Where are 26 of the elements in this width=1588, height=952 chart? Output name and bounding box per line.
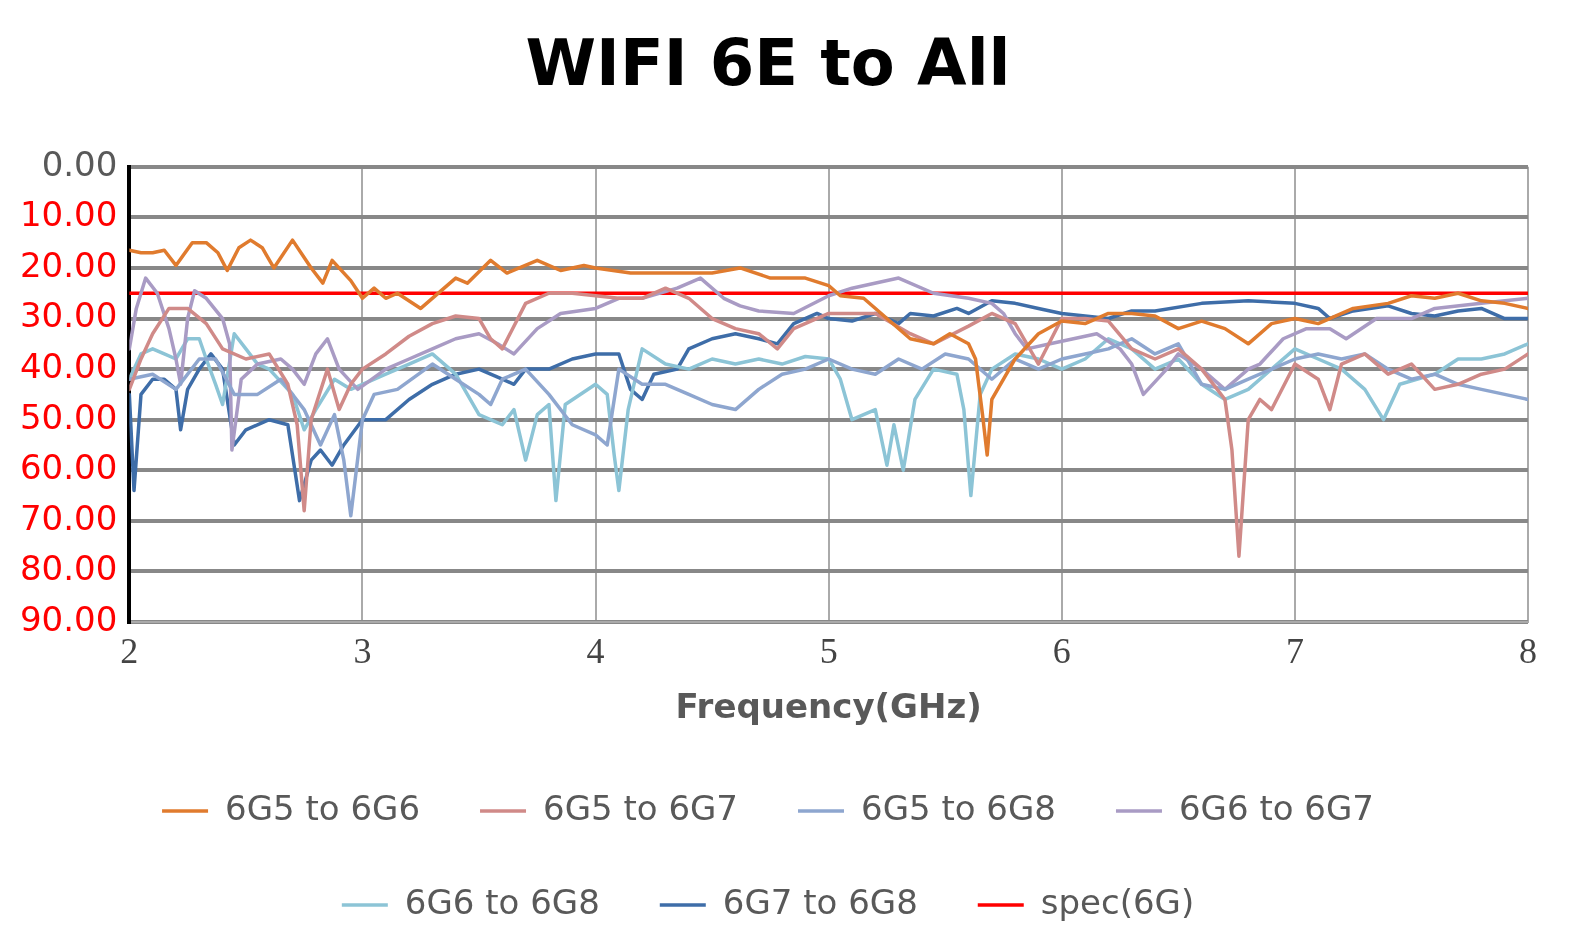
legend-label: 6G5 to 6G8: [861, 787, 1056, 828]
x-axis-title: Frequency(GHz): [675, 686, 982, 727]
x-tick-label: 4: [586, 631, 605, 672]
legend-label: 6G6 to 6G8: [404, 881, 600, 922]
y-tick-label: 90.00: [19, 598, 118, 639]
legend-label: 6G6 to 6G7: [1178, 787, 1374, 828]
y-tick-label: 80.00: [19, 548, 118, 589]
y-tick-label: 40.00: [19, 345, 118, 386]
chart-title: WIFI 6E to All: [525, 26, 1011, 101]
legend-label: spec(6G): [1040, 881, 1195, 922]
x-tick-label: 3: [353, 631, 372, 672]
y-tick-label: 50.00: [19, 396, 118, 437]
y-tick-label: 0.00: [41, 143, 118, 184]
y-tick-label: 70.00: [19, 497, 118, 538]
x-tick-label: 2: [120, 631, 139, 672]
legend-label: 6G5 to 6G6: [225, 787, 421, 828]
x-tick-label: 5: [819, 631, 838, 672]
x-tick-label: 8: [1519, 631, 1537, 672]
x-tick-label: 6: [1052, 631, 1071, 672]
legend-label: 6G7 to 6G8: [722, 881, 918, 922]
y-tick-label: 60.00: [19, 447, 118, 488]
y-tick-label: 30.00: [19, 295, 118, 336]
y-tick-label: 10.00: [19, 194, 118, 235]
y-tick-label: 20.00: [19, 244, 118, 285]
legend-label: 6G5 to 6G7: [543, 787, 738, 828]
x-tick-label: 7: [1285, 631, 1304, 672]
